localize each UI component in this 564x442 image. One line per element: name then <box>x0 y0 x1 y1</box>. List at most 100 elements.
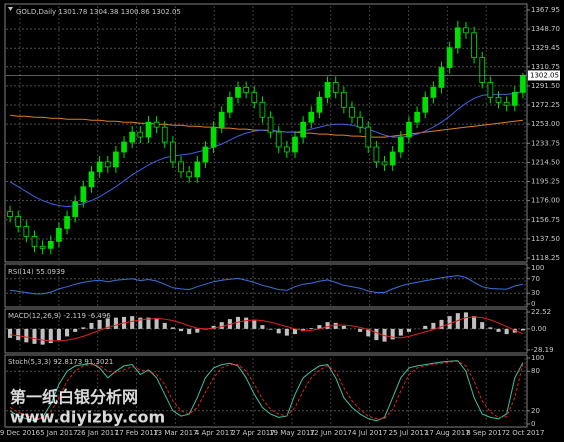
candle-body <box>454 27 461 49</box>
y-tick-label: 1156.75 <box>531 216 560 224</box>
macd-bar <box>276 328 281 334</box>
candle-body <box>349 106 355 118</box>
candle-body <box>202 146 209 163</box>
macd-bar <box>447 316 452 329</box>
x-tick-label: 8 Sep 2017 <box>466 429 506 437</box>
macd-bar <box>81 327 86 329</box>
macd-bar <box>56 328 61 341</box>
candle-body <box>178 161 184 173</box>
watermark: www.diyizby.com <box>10 408 165 427</box>
y-tick-label: 1253.00 <box>531 120 560 128</box>
candle-body <box>39 245 46 249</box>
candle-body <box>471 32 477 59</box>
candle-body <box>96 161 103 173</box>
candle-body <box>316 96 323 113</box>
y-tick-label: 22.52 <box>531 308 551 316</box>
candle-body <box>332 82 339 93</box>
y-tick-label: 0 <box>531 420 535 428</box>
candle-body <box>235 87 241 98</box>
candle-body <box>422 96 429 113</box>
macd-bar <box>219 322 224 329</box>
macd-bar <box>8 328 13 338</box>
macd-bar <box>260 325 265 329</box>
line <box>9 90 524 208</box>
x-tick-label: 9 Dec 2016 <box>0 429 41 437</box>
macd-bar <box>252 320 257 329</box>
macd-bar <box>162 322 167 329</box>
candle-body <box>113 151 119 168</box>
panel-title: RSI(14) 55.0939 <box>8 268 65 276</box>
y-tick-label: 0.00 <box>531 325 547 333</box>
line <box>9 360 524 420</box>
macd-bar <box>244 317 249 329</box>
macd-bar <box>398 328 403 336</box>
macd-bar <box>235 316 241 329</box>
macd-bar <box>317 325 322 329</box>
plot-layer: 1367.95 1348.70 1329.45 1310.75 1291.50 1272.… <box>0 6 560 437</box>
macd-bar <box>520 328 525 331</box>
candle-body <box>161 126 168 143</box>
macd-bar <box>170 327 175 329</box>
macd-bar <box>48 328 53 344</box>
panel-title: GOLD,Daily 1301.78 1304.38 1300.86 1302.… <box>16 8 181 16</box>
price-box <box>528 70 560 81</box>
macd-bar <box>16 328 21 341</box>
y-tick-label: 1214.50 <box>531 158 560 166</box>
x-tick-label: 17 Feb 2017 <box>115 429 159 437</box>
x-tick-label: 12 Jun 2017 <box>310 429 352 437</box>
x-tick-label: 5 Jan 2017 <box>40 429 78 437</box>
macd-bar <box>325 322 330 329</box>
y-tick-label: 1291.50 <box>531 82 560 90</box>
candle-body <box>259 101 266 118</box>
macd-frame <box>4 308 528 354</box>
x-tick-label: 25 Jul 2017 <box>389 429 429 437</box>
candle-body <box>243 87 249 93</box>
candle-body <box>186 171 193 178</box>
macd-bar <box>268 328 273 330</box>
candle-body <box>227 96 233 113</box>
candle-body <box>267 116 274 133</box>
candle-body <box>72 201 79 217</box>
x-tick-label: 4 Apr 2017 <box>195 429 234 437</box>
watermark: 第一纸白银分析网 <box>10 388 138 407</box>
candle-body <box>15 216 22 227</box>
macd-bar <box>366 328 371 337</box>
candle-body <box>438 67 445 88</box>
macd-bar <box>309 328 314 329</box>
candle-body <box>340 91 347 108</box>
macd-bar <box>333 322 338 329</box>
macd-bar <box>496 328 501 332</box>
macd-bar <box>65 328 70 337</box>
y-tick-label: 1272.25 <box>531 101 560 109</box>
x-tick-label: 26 Jan 2017 <box>77 429 119 437</box>
macd-bar <box>463 312 468 329</box>
y-tick-label: 1233.75 <box>531 139 560 147</box>
y-tick-label: 1329.45 <box>531 44 560 52</box>
candle-body <box>145 121 152 138</box>
macd-bar <box>105 318 110 329</box>
macd-bar <box>284 328 289 336</box>
macd-bar <box>341 325 346 329</box>
y-tick-label: -28.19 <box>531 346 554 354</box>
candle-body <box>300 121 306 138</box>
macd-bar <box>97 319 102 329</box>
candle-body <box>251 91 258 103</box>
macd-bar <box>504 328 509 335</box>
stoch-frame <box>4 354 528 428</box>
x-tick-label: 19 May 2017 <box>269 429 315 437</box>
candle-body <box>357 116 363 128</box>
header-arrow <box>8 7 13 11</box>
candle-body <box>275 131 282 148</box>
line <box>10 316 524 342</box>
y-tick-label: 20 <box>531 407 540 415</box>
candle-body <box>88 171 95 188</box>
macd-bar <box>374 328 379 341</box>
macd-bar <box>211 325 216 329</box>
rsi-frame <box>4 263 528 308</box>
candle-body <box>292 136 298 153</box>
macd-bar <box>187 328 192 335</box>
macd-bar <box>73 328 78 332</box>
candle-body <box>308 111 315 123</box>
x-tick-label: 13 Mar 2017 <box>153 429 197 437</box>
